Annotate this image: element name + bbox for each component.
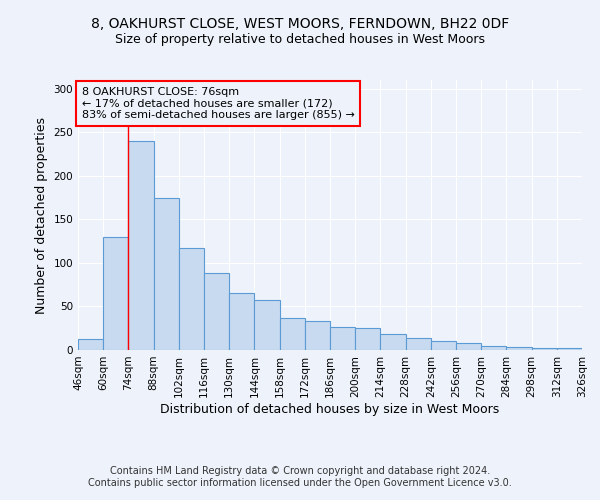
Bar [431,342,456,350]
Text: 8 OAKHURST CLOSE: 76sqm
← 17% of detached houses are smaller (172)
83% of semi-d: 8 OAKHURST CLOSE: 76sqm ← 17% of detache… [82,87,355,120]
X-axis label: Distribution of detached houses by size in West Moors: Distribution of detached houses by size … [160,402,500,415]
Bar [204,274,229,350]
Bar [78,338,103,350]
Text: Contains HM Land Registry data © Crown copyright and database right 2024.
Contai: Contains HM Land Registry data © Crown c… [88,466,512,487]
Bar [128,141,154,350]
Bar [406,338,431,350]
Bar [481,346,506,350]
Y-axis label: Number of detached properties: Number of detached properties [35,116,48,314]
Bar [229,294,254,350]
Bar [380,334,406,350]
Bar [154,198,179,350]
Bar [557,348,582,350]
Bar [103,237,128,350]
Bar [254,300,280,350]
Bar [179,248,204,350]
Bar [506,348,532,350]
Bar [355,328,380,350]
Text: 8, OAKHURST CLOSE, WEST MOORS, FERNDOWN, BH22 0DF: 8, OAKHURST CLOSE, WEST MOORS, FERNDOWN,… [91,18,509,32]
Bar [456,343,481,350]
Bar [305,322,330,350]
Bar [280,318,305,350]
Bar [330,328,355,350]
Text: Size of property relative to detached houses in West Moors: Size of property relative to detached ho… [115,32,485,46]
Bar [532,348,557,350]
